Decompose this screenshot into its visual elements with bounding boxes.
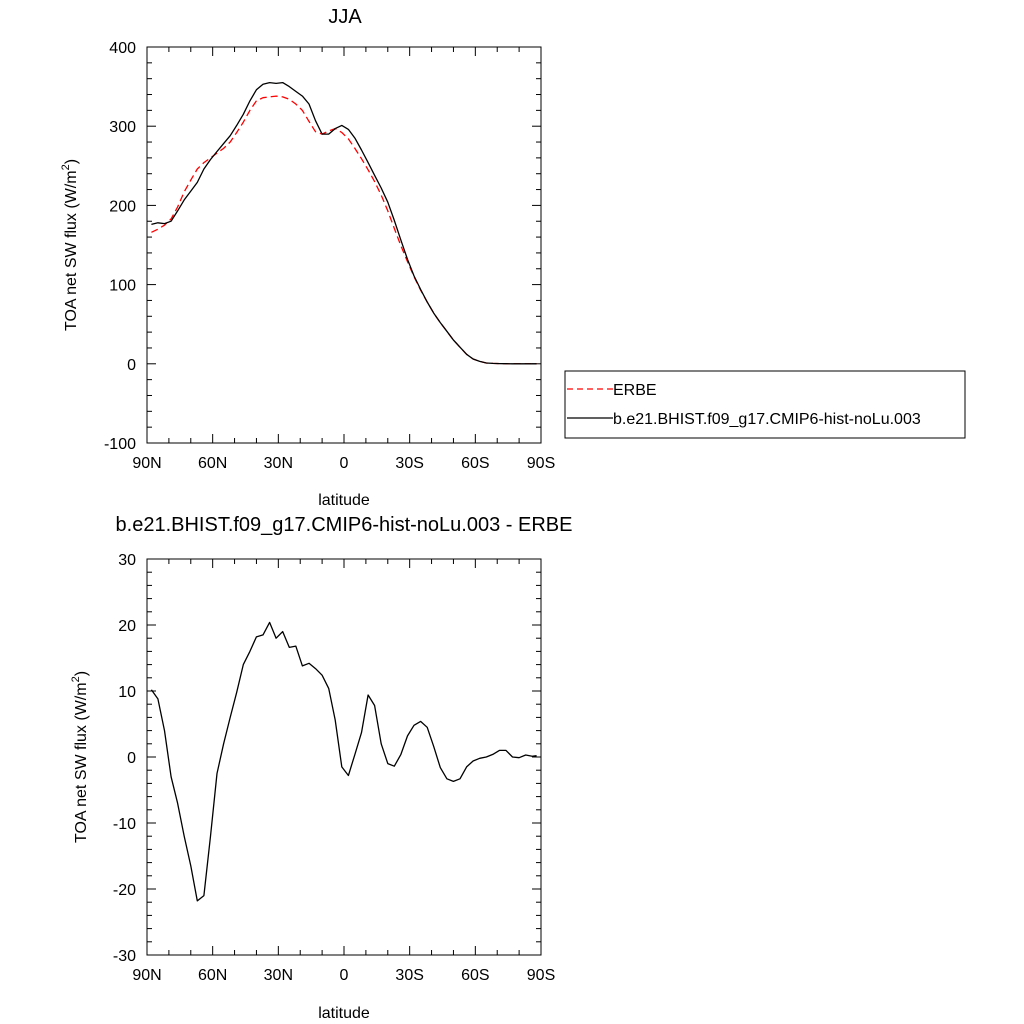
top-y-tick-label: 200 <box>109 198 136 215</box>
top-ticks: 90N 60N 30N 0 30S 60S 90S -100 0 100 200 300 400 <box>104 40 555 472</box>
bottom-panel: b.e21.BHIST.f09_g17.CMIP6-hist-noLu.003 … <box>70 514 572 1022</box>
top-y-axis-label: TOA net SW flux (W/m2) <box>60 159 80 331</box>
bottom-y-label-close: ) <box>73 671 90 676</box>
bottom-series-group <box>150 621 537 902</box>
top-y-tick-label: 300 <box>109 119 136 136</box>
bottom-x-tick-label: 60N <box>198 967 227 984</box>
top-plot-area: 90N 60N 30N 0 30S 60S 90S -100 0 100 200 300 400 <box>104 40 555 472</box>
top-series-line-0 <box>151 95 537 365</box>
bottom-y-tick-label: 0 <box>127 750 136 767</box>
top-x-tick-label: 30S <box>395 455 423 472</box>
top-x-tick-label: 60N <box>198 455 227 472</box>
bottom-y-tick-label: 30 <box>118 552 136 569</box>
bottom-y-axis-label: TOA net SW flux (W/m2) <box>70 671 90 843</box>
legend: ERBE b.e21.BHIST.f09_g17.CMIP6-hist-noLu… <box>564 370 966 439</box>
top-x-tick-label: 30N <box>264 455 293 472</box>
bottom-x-tick-label: 0 <box>340 967 349 984</box>
top-chart-title: JJA <box>328 6 362 28</box>
top-series-line-1 <box>151 81 537 365</box>
bottom-series-line-0 <box>150 621 537 902</box>
top-x-tick-label: 90N <box>132 455 161 472</box>
bottom-plot-area: 90N 60N 30N 0 30S 60S 90S -30 -20 -10 0 10 20 30 <box>113 552 555 984</box>
top-x-tick-label: 90S <box>527 455 555 472</box>
bottom-y-tick-label: -30 <box>113 948 136 965</box>
top-panel: JJA 90N 60N 30N 0 30S 60S 90S -100 0 100 200 300 400… <box>60 6 966 509</box>
top-y-tick-label: 100 <box>109 278 136 295</box>
top-x-tick-label: 60S <box>461 455 489 472</box>
bottom-x-tick-label: 30N <box>264 967 293 984</box>
top-y-label-sup: 2 <box>60 164 72 170</box>
top-plot-frame <box>146 46 542 444</box>
bottom-y-tick-label: -20 <box>113 882 136 899</box>
top-x-axis-label: latitude <box>318 492 370 509</box>
bottom-chart-title: b.e21.BHIST.f09_g17.CMIP6-hist-noLu.003 … <box>116 514 573 536</box>
bottom-ticks: 90N 60N 30N 0 30S 60S 90S -30 -20 -10 0 10 20 30 <box>113 552 555 984</box>
bottom-y-tick-label: -10 <box>113 816 136 833</box>
bottom-x-tick-label: 30S <box>395 967 423 984</box>
bottom-plot-frame <box>146 558 542 956</box>
top-y-tick-label: 0 <box>127 357 136 374</box>
bottom-y-label-sup: 2 <box>70 676 82 682</box>
bottom-y-label-main: TOA net SW flux (W/m <box>73 682 90 843</box>
bottom-x-tick-label: 90N <box>132 967 161 984</box>
top-y-tick-label: 400 <box>109 40 136 57</box>
bottom-x-tick-label: 60S <box>461 967 489 984</box>
legend-label-model: b.e21.BHIST.f09_g17.CMIP6-hist-noLu.003 <box>613 411 921 428</box>
top-y-label-main: TOA net SW flux (W/m <box>63 170 80 331</box>
bottom-x-tick-label: 90S <box>527 967 555 984</box>
top-series-group <box>151 81 537 365</box>
top-x-tick-label: 0 <box>340 455 349 472</box>
legend-label-erbe: ERBE <box>613 382 657 399</box>
legend-box <box>564 370 966 439</box>
bottom-x-axis-label: latitude <box>318 1005 370 1022</box>
top-y-label-close: ) <box>63 159 80 164</box>
top-y-tick-label: -100 <box>104 436 136 453</box>
bottom-y-tick-label: 20 <box>118 618 136 635</box>
bottom-y-tick-label: 10 <box>118 684 136 701</box>
